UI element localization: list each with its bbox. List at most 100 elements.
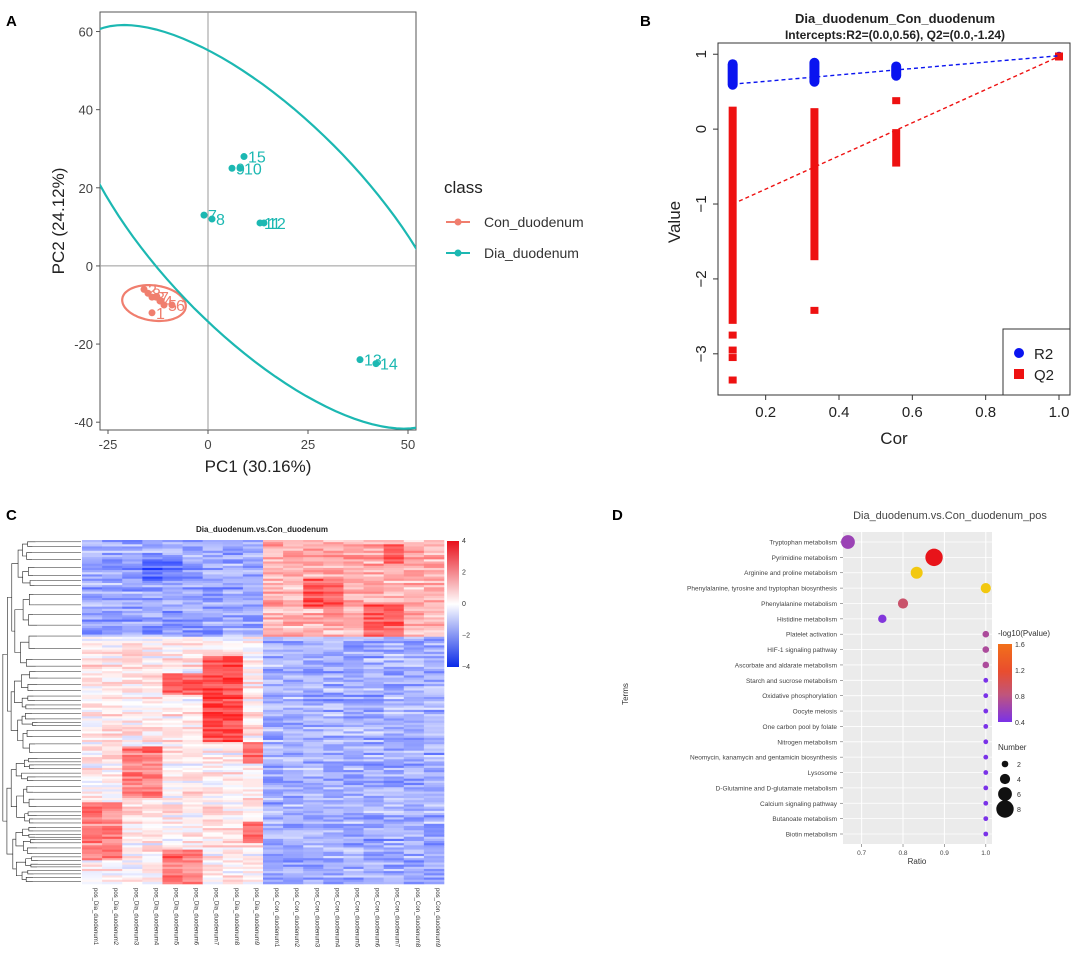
- heatmap-cell: [283, 724, 304, 728]
- heatmap-cell: [242, 623, 264, 627]
- heatmap-cell: [343, 871, 364, 874]
- heatmap-cell: [303, 875, 324, 878]
- heatmap-cell: [363, 731, 384, 734]
- heatmap-cell: [82, 540, 103, 543]
- heatmap-cell: [383, 864, 405, 868]
- heatmap-cell: [122, 662, 143, 665]
- heatmap-cell: [343, 785, 364, 788]
- heatmap-cell: [423, 770, 445, 773]
- heatmap-cell: [82, 707, 103, 711]
- heatmap-cell: [423, 709, 445, 713]
- heatmap-cell: [162, 802, 183, 805]
- heatmap-cell: [182, 813, 203, 816]
- heatmap-cell: [122, 821, 143, 825]
- heatmap-cell: [182, 748, 203, 751]
- heatmap-cell: [263, 660, 284, 663]
- heatmap-cell: [383, 589, 405, 592]
- heatmap-cell: [222, 875, 244, 878]
- heatmap-cell: [242, 772, 264, 775]
- heatmap-cell: [162, 733, 183, 736]
- heatmap-cell: [383, 632, 405, 635]
- heatmap-cell: [423, 583, 445, 586]
- heatmap-cell: [82, 819, 103, 822]
- heatmap-cell: [303, 649, 324, 653]
- heatmap-cell: [202, 626, 224, 629]
- heatmap-cell: [82, 810, 103, 814]
- heatmap-cell: [242, 746, 264, 749]
- heatmap-cell: [222, 671, 244, 674]
- heatmap-cell: [363, 684, 384, 687]
- legend-label: R2: [1034, 346, 1053, 363]
- heatmap-cell: [142, 720, 163, 724]
- heatmap-cell: [283, 677, 304, 681]
- heatmap-cell: [182, 628, 203, 631]
- heatmap-cell: [323, 828, 344, 831]
- heatmap-cell: [122, 823, 143, 827]
- heatmap-cell: [182, 643, 203, 646]
- heatmap-cell: [162, 873, 183, 876]
- heatmap-cell: [182, 791, 203, 794]
- heatmap-cell: [303, 628, 324, 631]
- heatmap-cell: [343, 675, 364, 678]
- heatmap-cell: [202, 782, 224, 786]
- heatmap-cell: [303, 619, 324, 622]
- heatmap-cell: [423, 782, 445, 786]
- dendrogram-branch: [22, 828, 29, 837]
- heatmap-cell: [202, 576, 224, 579]
- heatmap-cell: [162, 656, 183, 659]
- heatmap-cell: [383, 748, 405, 751]
- heatmap-cell: [242, 763, 264, 767]
- heatmap-cell: [142, 731, 163, 734]
- heatmap-cell: [303, 632, 324, 635]
- heatmap-cell: [82, 686, 103, 689]
- heatmap-cell: [363, 606, 384, 610]
- heatmap-cell: [283, 716, 304, 719]
- heatmap-cell: [202, 727, 224, 730]
- heatmap-cell: [323, 823, 344, 827]
- r2-permutation-points: [809, 57, 820, 87]
- heatmap-cell: [263, 546, 284, 549]
- heatmap-cell: [82, 658, 103, 661]
- heatmap-cell: [202, 656, 224, 659]
- size-legend-label: 6: [1017, 792, 1021, 799]
- heatmap-cell: [142, 701, 163, 704]
- heatmap-cell: [242, 565, 264, 569]
- heatmap-cell: [82, 718, 103, 721]
- heatmap-cell: [242, 669, 264, 672]
- heatmap-cell: [323, 722, 344, 726]
- heatmap-cell: [242, 600, 264, 603]
- heatmap-cell: [283, 761, 304, 764]
- heatmap-cell: [383, 722, 405, 726]
- heatmap-cell: [403, 748, 425, 751]
- heatmap-cell: [102, 632, 123, 635]
- heatmap-cell: [222, 598, 244, 601]
- panel-b-permutation-plot: Dia_duodenum_Con_duodenum Intercepts:R2=…: [665, 11, 1071, 448]
- heatmap-cell: [202, 602, 224, 605]
- heatmap-cell: [423, 593, 445, 597]
- heatmap-cell: [242, 587, 264, 590]
- heatmap-cell: [242, 744, 264, 747]
- heatmap-cell: [242, 552, 264, 556]
- panel-d-title: Dia_duodenum.vs.Con_duodenum_pos: [853, 510, 1047, 522]
- size-legend-label: 2: [1017, 762, 1021, 769]
- heatmap-cell: [323, 572, 344, 575]
- heatmap-cell: [403, 868, 425, 872]
- heatmap-cell: [323, 658, 344, 661]
- heatmap-cell: [162, 785, 183, 788]
- heatmap-cell: [242, 858, 264, 861]
- heatmap-cell: [263, 776, 284, 779]
- heatmap-cell: [242, 677, 264, 681]
- legend-label: Con_duodenum: [484, 214, 584, 230]
- heatmap-cell: [383, 598, 405, 601]
- heatmap-cell: [323, 619, 344, 622]
- heatmap-cell: [102, 847, 123, 850]
- panel-b-x-tick-label: 0.4: [829, 404, 850, 421]
- heatmap-cell: [363, 669, 384, 672]
- heatmap-cell: [383, 701, 405, 704]
- heatmap-cell: [162, 838, 183, 842]
- heatmap-cell: [182, 619, 203, 622]
- panel-label-c: C: [6, 507, 17, 524]
- heatmap-cell: [102, 727, 123, 730]
- heatmap-cell: [222, 542, 244, 545]
- heatmap-cell: [363, 559, 384, 562]
